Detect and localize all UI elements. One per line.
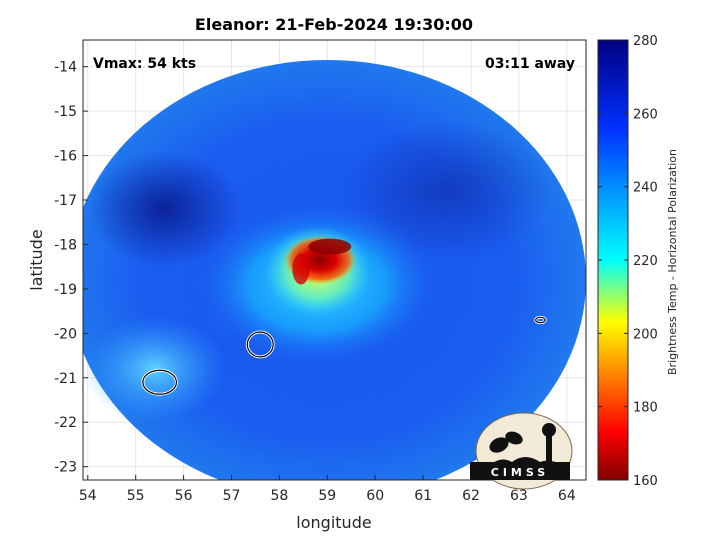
x-tick-label: 57 <box>223 488 241 504</box>
colorbar-tick-label: 220 <box>633 254 658 269</box>
cold-region <box>87 151 242 267</box>
colorbar-tick-label: 260 <box>633 107 658 122</box>
y-axis-title: latitude <box>27 229 46 290</box>
colorbar-tick-label: 240 <box>633 181 658 196</box>
y-tick-label: -14 <box>54 60 77 76</box>
plot-frame <box>82 39 587 481</box>
colorbar-tick-label: 200 <box>633 327 658 342</box>
vmax-annotation: Vmax: 54 kts <box>93 56 196 72</box>
y-tick-label: -19 <box>54 282 77 298</box>
x-tick-label: 54 <box>79 488 97 504</box>
y-tick-label: -18 <box>54 237 77 253</box>
y-tick-label: -17 <box>54 193 77 209</box>
colorbar-tick-label: 160 <box>633 474 658 489</box>
x-axis-title: longitude <box>296 513 371 532</box>
land-outline <box>246 331 274 358</box>
x-tick-label: 58 <box>270 488 288 504</box>
y-tick-label: -15 <box>54 104 77 120</box>
y-tick-label: -21 <box>54 371 77 387</box>
x-tick-label: 60 <box>366 488 384 504</box>
colorbar-tick-label: 180 <box>633 401 658 416</box>
x-tick-label: 56 <box>175 488 193 504</box>
colorbar-tick-label: 280 <box>633 34 658 49</box>
x-tick-label: 63 <box>510 488 528 504</box>
y-axis: -14 -15 -16 -17 -18 -19 -20 -21 -22 -23 <box>54 60 88 476</box>
x-tick-label: 62 <box>462 488 480 504</box>
swath-layer <box>83 60 586 480</box>
storm-core-max <box>308 238 352 255</box>
land-outline <box>142 369 178 395</box>
x-axis: 54 55 56 57 58 59 60 61 62 63 64 <box>79 475 576 504</box>
colorbar-ticks: 160 180 200 220 240 260 280 <box>598 34 658 489</box>
y-tick-label: -23 <box>54 460 77 476</box>
cimss-logo: CIMSS <box>470 412 573 490</box>
logo-text: CIMSS <box>491 466 549 479</box>
land-outlines <box>141 315 547 396</box>
colorbar-title: Brightness Temp - Horizontal Polarizatio… <box>666 149 679 375</box>
land-outline <box>535 316 546 324</box>
y-tick-label: -16 <box>54 149 77 165</box>
x-tick-label: 64 <box>558 488 576 504</box>
warm-region <box>83 315 227 423</box>
x-tick-label: 55 <box>127 488 145 504</box>
x-tick-label: 61 <box>414 488 432 504</box>
x-tick-label: 59 <box>318 488 336 504</box>
y-tick-label: -22 <box>54 415 77 431</box>
storm-core-arc <box>292 253 310 285</box>
chart-title: Eleanor: 21-Feb-2024 19:30:00 <box>195 15 473 34</box>
time-offset-annotation: 03:11 away <box>485 56 575 72</box>
y-tick-label: -20 <box>54 326 77 342</box>
colorbar <box>597 39 629 481</box>
